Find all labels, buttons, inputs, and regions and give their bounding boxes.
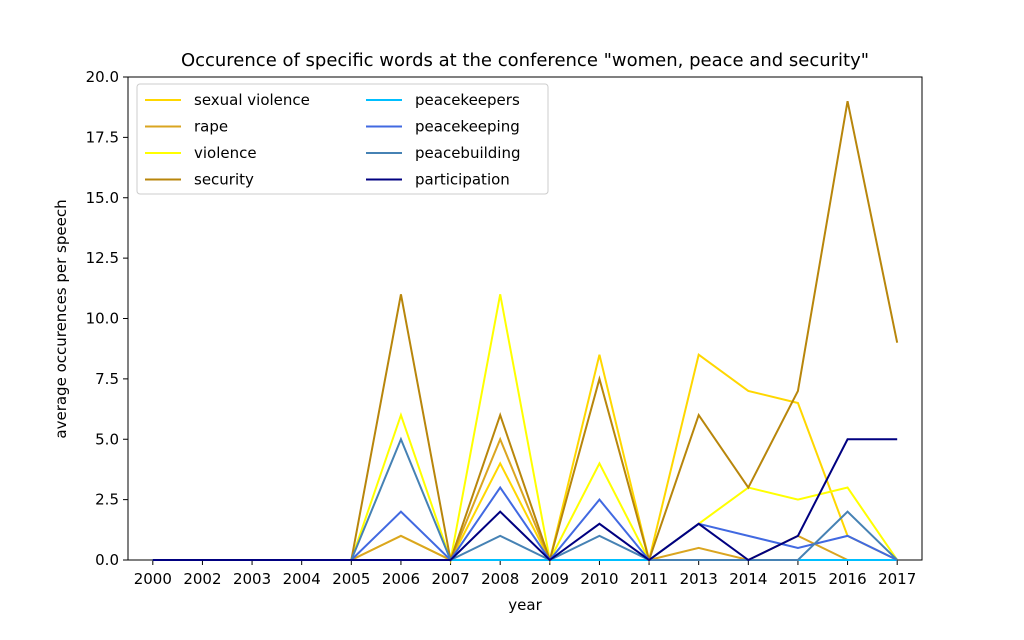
series-line-sexual-violence	[152, 353, 898, 563]
x-tick-label: 2007	[431, 570, 469, 588]
x-tick-label: 2004	[283, 570, 321, 588]
legend-label: security	[194, 171, 254, 189]
x-tick-label: 2006	[382, 570, 420, 588]
x-tick-label: 2005	[332, 570, 370, 588]
legend-box	[136, 83, 549, 195]
y-tick-label: 17.5	[86, 128, 119, 146]
x-tick-label: 2009	[531, 570, 569, 588]
legend: sexual violence rape violence security peace…	[136, 83, 549, 195]
y-tick-label: 0.0	[95, 551, 119, 569]
series-line-rape	[152, 436, 848, 562]
y-tick-label: 20.0	[86, 68, 119, 86]
y-axis-title: average occurences per speech	[52, 199, 70, 438]
x-axis-title: year	[508, 596, 542, 614]
series-line-participation	[152, 438, 898, 562]
chart-title: Occurence of specific words at the confe…	[181, 50, 869, 71]
x-tick-label: 2003	[233, 570, 271, 588]
legend-label: peacekeepers	[415, 91, 520, 109]
x-tick-label: 2000	[134, 570, 172, 588]
y-tick-label: 10.0	[86, 310, 119, 328]
series-line-violence	[152, 294, 899, 564]
legend-label: violence	[194, 144, 257, 162]
y-tick-label: 7.5	[95, 370, 119, 388]
y-tick-label: 12.5	[86, 249, 119, 267]
x-tick-label: 2014	[729, 570, 767, 588]
x-tick-label: 2002	[183, 570, 221, 588]
y-tick-label: 5.0	[95, 430, 119, 448]
legend-label: sexual violence	[194, 91, 310, 109]
y-tick-label: 2.5	[95, 491, 119, 509]
x-tick-label: 2010	[580, 570, 618, 588]
x-tick-label: 2015	[779, 570, 817, 588]
x-tick-label: 2013	[680, 570, 718, 588]
x-tick-label: 2011	[630, 570, 668, 588]
plot-area: 2000 2002 2003 2004 2005 2006 2007 2008 2009 2010…	[86, 68, 923, 588]
x-tick-label: 2017	[878, 570, 916, 588]
y-tick-label: 15.0	[86, 189, 119, 207]
legend-label: peacebuilding	[415, 144, 521, 162]
x-tick-label: 2008	[481, 570, 519, 588]
legend-label: participation	[415, 171, 510, 189]
legend-label: peacekeeping	[415, 118, 520, 136]
legend-label: rape	[194, 118, 228, 136]
x-tick-label: 2016	[828, 570, 866, 588]
